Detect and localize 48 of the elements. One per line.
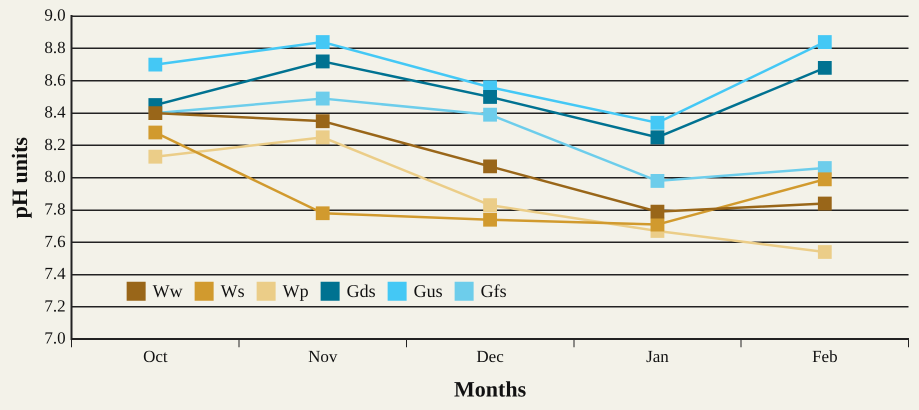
point (316, 114, 330, 128)
point (818, 196, 832, 210)
point (483, 198, 497, 212)
y-tick-label: 9.0 (44, 6, 66, 25)
point (316, 54, 330, 68)
point (818, 35, 832, 49)
point (483, 90, 497, 104)
point (650, 204, 664, 219)
x-tick-label: Dec (476, 346, 504, 366)
legend-label: Gds (346, 280, 376, 301)
y-tick-label: 8.2 (44, 134, 66, 154)
point (316, 130, 330, 144)
x-tick-label: Oct (143, 346, 168, 366)
point (483, 159, 497, 174)
y-tick-label: 8.8 (44, 38, 66, 57)
y-tick-label: 7.0 (44, 328, 66, 348)
point (316, 35, 330, 49)
point (483, 212, 497, 227)
y-tick-label: 8.6 (44, 70, 66, 90)
point (650, 130, 664, 144)
x-tick-label: Feb (812, 346, 838, 366)
point (650, 174, 664, 188)
y-tick-label: 7.2 (44, 296, 66, 316)
legend-label: Ww (152, 280, 183, 301)
x-tick-label: Jan (646, 346, 670, 366)
point (650, 218, 664, 232)
legend-label: Ws (220, 280, 245, 301)
legend-label: Gus (414, 280, 443, 301)
point (148, 58, 162, 72)
y-tick-label: 7.6 (44, 232, 66, 251)
y-tick-label: 8.0 (44, 167, 66, 186)
x-tick-label: Nov (308, 346, 338, 366)
y-tick-label: 7.4 (44, 264, 66, 284)
point (148, 150, 162, 164)
x-axis-title: Months (454, 376, 527, 402)
point (316, 92, 330, 106)
legend-label: Gfs (480, 280, 507, 301)
point (148, 126, 162, 140)
y-tick-label: 7.8 (44, 199, 66, 218)
point (818, 172, 832, 186)
y-tick-label: 8.4 (44, 102, 66, 122)
point (818, 245, 832, 259)
y-axis-title: pH units (6, 136, 32, 218)
legend-label: Wp (282, 280, 309, 301)
point (650, 116, 664, 130)
point (483, 108, 497, 122)
point (316, 206, 330, 220)
point (818, 60, 832, 75)
